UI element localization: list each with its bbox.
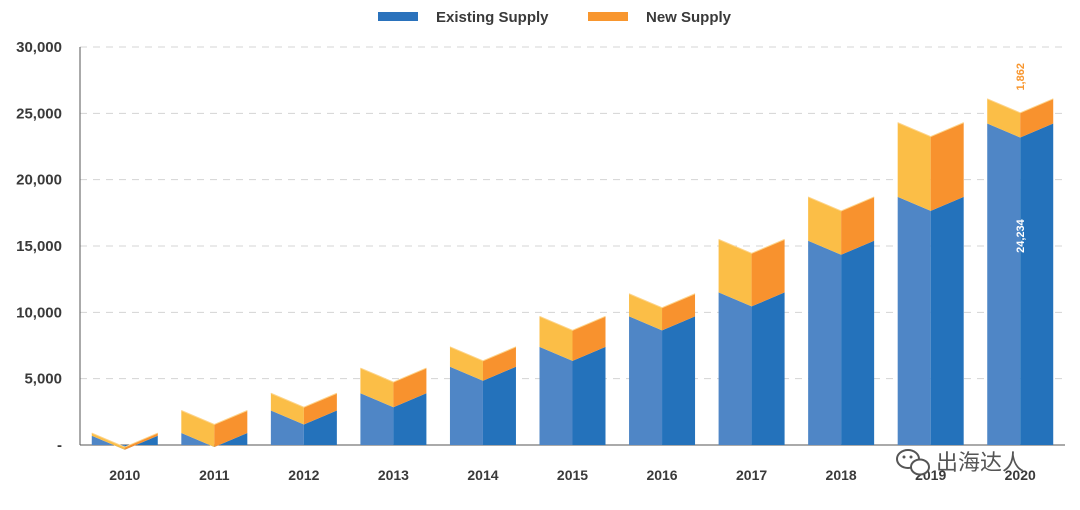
bar-existing-supply-2015 bbox=[539, 346, 573, 445]
bar-existing-supply-side-2015 bbox=[572, 346, 606, 445]
y-tick-label: 10,000 bbox=[16, 304, 62, 321]
bar-top-edge bbox=[628, 293, 696, 309]
bar-new-supply-side-2016 bbox=[662, 293, 696, 331]
bar-new-supply-2011 bbox=[181, 410, 215, 448]
bar-new-supply-2010 bbox=[91, 433, 125, 450]
bar-top-edge bbox=[449, 346, 517, 362]
bar-top-edge bbox=[91, 432, 158, 448]
bars bbox=[91, 98, 1054, 450]
legend-swatch-new-supply bbox=[588, 12, 628, 21]
bar-new-supply-side-2017 bbox=[751, 239, 785, 307]
bar-top-edge bbox=[270, 392, 338, 408]
bar-existing-supply-side-2017 bbox=[751, 292, 785, 445]
x-tick-label: 2017 bbox=[736, 467, 767, 483]
data-labels: 1,862 24,234 bbox=[1015, 63, 1027, 253]
bar-existing-supply-side-2018 bbox=[841, 240, 875, 445]
bar-existing-supply-2020 bbox=[987, 123, 1021, 445]
bar-top-edge bbox=[987, 98, 1054, 114]
bar-existing-supply-2016 bbox=[629, 316, 663, 445]
bar-new-supply-side-2012 bbox=[303, 393, 337, 425]
bar-existing-supply-2012 bbox=[270, 410, 304, 445]
bar-top-edge bbox=[718, 238, 785, 254]
bar-existing-supply-side-2014 bbox=[482, 366, 516, 445]
legend-label-new-supply: New Supply bbox=[646, 9, 732, 26]
bar-top-edge bbox=[539, 315, 606, 331]
bar-new-supply-side-2010 bbox=[124, 433, 158, 450]
bar-new-supply-side-2011 bbox=[214, 410, 248, 448]
legend: Existing Supply New Supply bbox=[378, 9, 732, 26]
data-label-existing-supply: 24,234 bbox=[1015, 218, 1027, 253]
legend-swatch-existing-supply bbox=[378, 12, 418, 21]
wechat-icon bbox=[896, 449, 930, 476]
bar-top-edge bbox=[181, 410, 248, 426]
bar-new-supply-side-2020 bbox=[1020, 98, 1054, 138]
bar-existing-supply-side-2012 bbox=[303, 410, 337, 445]
bar-existing-supply-2018 bbox=[808, 240, 842, 445]
bar-existing-supply-2013 bbox=[360, 393, 394, 445]
y-tick-label: 25,000 bbox=[16, 105, 62, 122]
x-axis: 2010 2011 2012 2013 2014 2015 2016 2017 2018 2019… bbox=[109, 467, 1036, 483]
y-tick-label: 15,000 bbox=[16, 238, 62, 255]
bar-new-supply-side-2013 bbox=[393, 368, 427, 408]
data-label-new-supply: 1,862 bbox=[1015, 63, 1027, 91]
bar-new-supply-2020 bbox=[987, 98, 1021, 138]
bar-existing-supply-side-2013 bbox=[393, 393, 427, 445]
bar-new-supply-side-2018 bbox=[841, 196, 875, 255]
x-tick-label: 2013 bbox=[378, 467, 409, 483]
bar-existing-supply-side-2016 bbox=[662, 316, 696, 445]
y-tick-label: 20,000 bbox=[16, 172, 62, 189]
legend-label-existing-supply: Existing Supply bbox=[436, 9, 549, 26]
bar-top-edge bbox=[897, 122, 964, 138]
y-tick-label: 30,000 bbox=[16, 39, 62, 56]
x-tick-label: 2015 bbox=[557, 467, 588, 483]
y-tick-label: - bbox=[57, 437, 62, 454]
bar-new-supply-side-2015 bbox=[572, 316, 606, 361]
bar-existing-supply-2017 bbox=[718, 292, 752, 445]
bar-existing-supply-side-2019 bbox=[930, 196, 964, 445]
x-tick-label: 2012 bbox=[288, 467, 319, 483]
bar-new-supply-2017 bbox=[718, 239, 752, 307]
x-tick-label: 2020 bbox=[1005, 467, 1036, 483]
bar-new-supply-side-2019 bbox=[930, 122, 964, 211]
bar-new-supply-2018 bbox=[808, 196, 842, 255]
x-tick-label: 2016 bbox=[646, 467, 677, 483]
bar-new-supply-2016 bbox=[629, 293, 663, 331]
bar-top-edge bbox=[807, 196, 875, 212]
bar-new-supply-2013 bbox=[360, 368, 394, 408]
bar-new-supply-2012 bbox=[270, 393, 304, 425]
bar-new-supply-side-2014 bbox=[482, 346, 516, 381]
x-tick-label: 2014 bbox=[467, 467, 498, 483]
y-tick-label: 5,000 bbox=[24, 371, 62, 388]
bar-existing-supply-2019 bbox=[897, 196, 931, 445]
bar-existing-supply-2014 bbox=[449, 366, 483, 445]
watermark-text: 出海达人 bbox=[936, 451, 1024, 476]
x-tick-label: 2010 bbox=[109, 467, 140, 483]
x-tick-label: 2018 bbox=[826, 467, 857, 483]
bar-new-supply-2019 bbox=[897, 122, 931, 211]
x-tick-label: 2011 bbox=[199, 467, 230, 483]
bar-top-edge bbox=[360, 367, 427, 383]
bar-new-supply-2014 bbox=[449, 346, 483, 381]
watermark: 出海达人 bbox=[896, 449, 1024, 476]
bar-new-supply-2015 bbox=[539, 316, 573, 361]
bar-existing-supply-side-2020 bbox=[1020, 123, 1054, 445]
